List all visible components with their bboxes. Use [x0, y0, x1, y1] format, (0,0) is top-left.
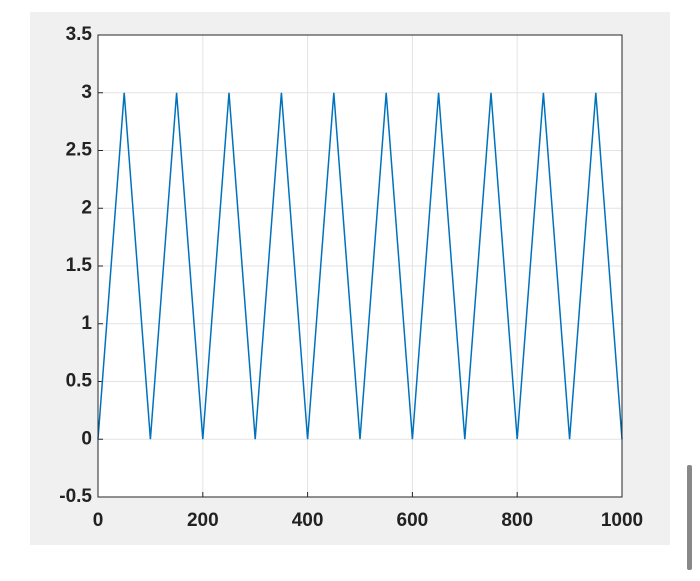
- line-series: [97, 92, 623, 440]
- x-tick-label: 400: [292, 510, 324, 531]
- plot: [97, 92, 623, 440]
- axes-box: [97, 34, 623, 498]
- x-tick-label: 800: [501, 510, 533, 531]
- y-tick-label: -0.5: [59, 486, 92, 507]
- y-tick-label: 0.5: [66, 371, 93, 392]
- y-tick-label: 3: [81, 82, 92, 103]
- x-tick-label: 1000: [601, 510, 643, 531]
- y-tick-label: 2.5: [66, 140, 93, 161]
- y-tick-label: 1: [81, 313, 92, 334]
- y-tick-label: 0: [81, 428, 92, 449]
- x-tick-label: 200: [187, 510, 219, 531]
- y-tick-label: 2: [81, 197, 92, 218]
- y-tick-label: 3.5: [66, 24, 93, 45]
- x-tick-label: 600: [397, 510, 429, 531]
- y-tick-label: 1.5: [66, 255, 93, 276]
- scrollbar: [687, 465, 692, 570]
- x-tick-label: 0: [93, 510, 104, 531]
